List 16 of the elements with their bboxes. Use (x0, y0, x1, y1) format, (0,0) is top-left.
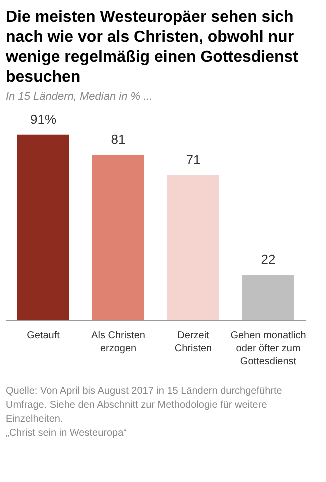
x-tick-label: Derzeit Christen (174, 330, 212, 354)
x-tick-label: Als Christen erzogen (92, 330, 146, 354)
source-note: Quelle: Von April bis August 2017 in 15 Ländern durchgeführte Umfrage. Siehe den Abschnitt zur Methodologie für weitere Einzelheiten. (6, 386, 283, 425)
data-label: 22 (261, 252, 276, 268)
bar (168, 176, 220, 320)
x-tick-label: Gehen monatlich oder öfter zum Gottesdienst (230, 330, 306, 368)
bar (242, 275, 294, 320)
bar (92, 155, 144, 320)
x-tick-label: Getauft (27, 330, 60, 342)
data-label: 81 (111, 132, 126, 148)
text: „Christ sein in Westeuropa“ (6, 428, 127, 439)
data-label: 71 (186, 152, 201, 168)
bar (18, 134, 70, 320)
chart-subtitle: In 15 Ländern, Median in % ... (6, 90, 153, 103)
data-label: 91% (30, 112, 57, 127)
chart-title: Die meisten Westeuropäer sehen sich nach wie vor als Christen, obwohl nur wenige regelmäßig einen Gottesdienst besuchen (5, 8, 300, 86)
